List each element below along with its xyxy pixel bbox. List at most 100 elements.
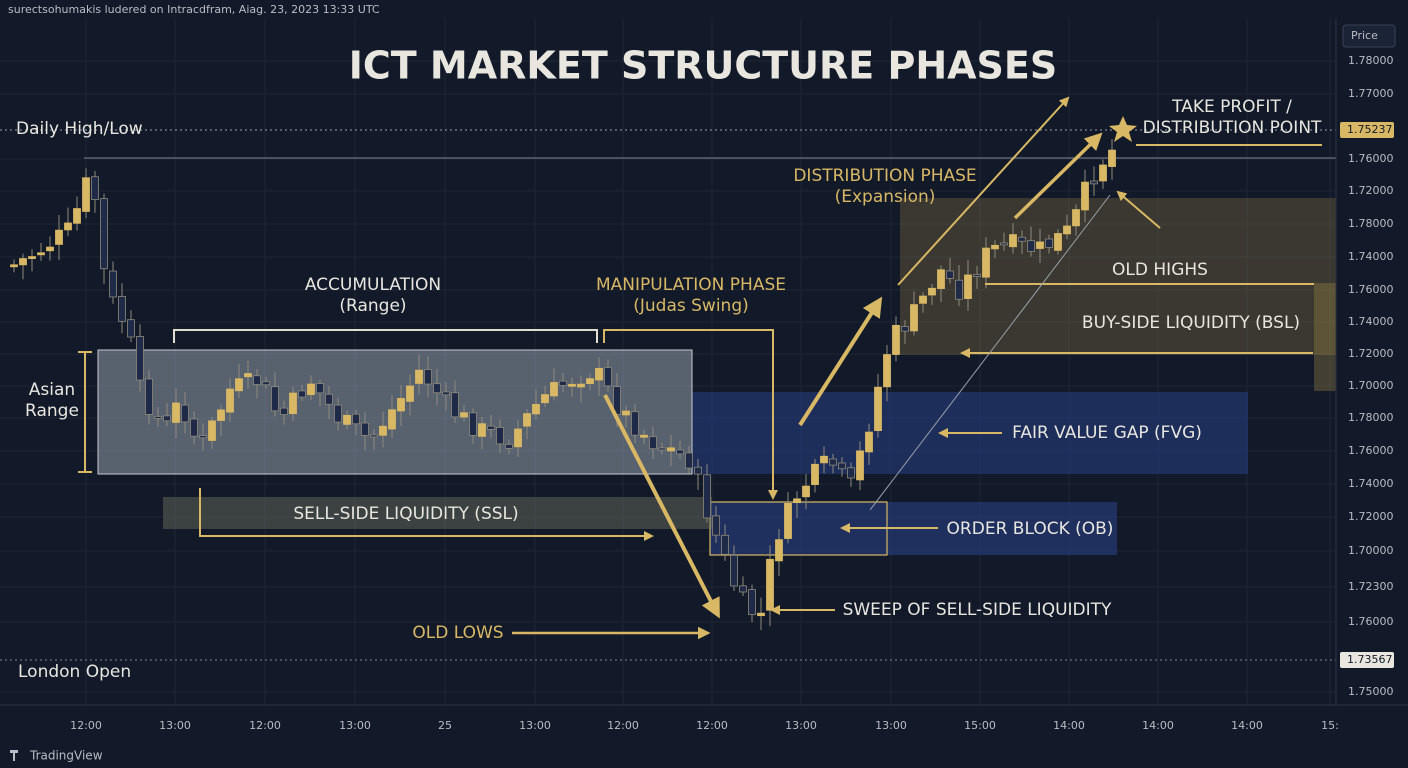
candle-body — [316, 383, 324, 394]
annotation-shapes — [78, 96, 1322, 640]
candle-body — [703, 474, 711, 519]
candle-body — [1108, 149, 1116, 167]
expansion-arrow-3 — [1013, 132, 1103, 220]
annotation: OLD LOWS — [412, 623, 503, 643]
candle-body — [811, 463, 819, 485]
candle-body — [928, 287, 936, 296]
candle-body — [145, 378, 153, 415]
candle-body — [964, 274, 972, 299]
candle-body — [604, 367, 612, 387]
price-button[interactable] — [1342, 24, 1396, 48]
annotation: ORDER BLOCK (OB) — [947, 519, 1114, 539]
old-highs-arrow — [1116, 190, 1161, 229]
annotation: TAKE PROFIT / — [1171, 97, 1292, 117]
candle-body — [532, 403, 540, 415]
annotation: Range — [25, 401, 79, 421]
candle-body — [739, 585, 747, 593]
candle-body — [982, 247, 990, 278]
candle-body — [496, 427, 504, 445]
annotation: (Range) — [339, 296, 406, 316]
candle-body — [1009, 234, 1017, 248]
candle-body — [379, 425, 387, 436]
time-tick-label: 14:00 — [1231, 719, 1263, 732]
candle-body — [244, 373, 252, 378]
time-tick-label: 12:00 — [249, 719, 281, 732]
star-icon — [1109, 116, 1137, 142]
candle-body — [523, 413, 531, 427]
candle-body — [64, 222, 72, 231]
annotation: SWEEP OF SELL-SIDE LIQUIDITY — [843, 600, 1112, 620]
candle-body — [55, 229, 63, 245]
candle-body — [82, 177, 90, 212]
candle-body — [397, 398, 405, 412]
price-tick-label: 1.74000 — [1348, 315, 1394, 328]
candle-body — [190, 418, 198, 437]
price-tick-label: 1.77000 — [1348, 87, 1394, 100]
candle-body — [208, 420, 216, 441]
candle-body — [991, 244, 999, 250]
candle-body — [73, 208, 81, 224]
candle-body — [217, 409, 225, 421]
candle-body — [262, 381, 270, 386]
price-tick-label: 1.78000 — [1348, 411, 1394, 424]
candle-body — [1027, 240, 1035, 252]
candle-body — [892, 324, 900, 355]
time-tick-label: 15:00 — [964, 719, 996, 732]
label: London Open — [18, 662, 131, 682]
price-tick-label: 1.76000 — [1348, 444, 1394, 457]
candle-body — [748, 589, 756, 616]
candle-body — [109, 270, 117, 298]
candle-body — [514, 428, 522, 448]
price-tick-label: 1.72000 — [1348, 347, 1394, 360]
candles — [10, 139, 1116, 631]
candle-body — [685, 452, 693, 469]
candle-body — [640, 434, 648, 438]
candle-body — [298, 390, 306, 398]
price-tick-label: 1.76000 — [1348, 283, 1394, 296]
annotation: ACCUMULATION — [305, 275, 441, 295]
time-tick-label: 14:00 — [1053, 719, 1085, 732]
candle-body — [1063, 225, 1071, 235]
candle-body — [325, 393, 333, 405]
annotation: DISTRIBUTION POINT — [1143, 118, 1322, 138]
candle-body — [676, 449, 684, 455]
price-marker-label: 1.73567 — [1347, 653, 1393, 666]
manipulation-bracket — [603, 329, 778, 500]
time-tick-label: 13:00 — [339, 719, 371, 732]
candle-body — [37, 252, 45, 256]
candle-body — [559, 380, 567, 386]
candle-body — [955, 279, 963, 300]
candle-body — [910, 304, 918, 332]
label: Daily High/Low — [16, 119, 143, 139]
time-tick-label: 13:00 — [875, 719, 907, 732]
candle-body — [1045, 238, 1053, 248]
price-label[interactable]: Price — [1351, 29, 1378, 42]
candle-body — [568, 383, 576, 387]
candle-body — [154, 416, 162, 419]
candle-body — [946, 270, 954, 279]
annotation: Asian — [29, 380, 75, 400]
annotation: SELL-SIDE LIQUIDITY (SSL) — [293, 504, 518, 524]
price-marker-label: 1.75237 — [1347, 123, 1393, 136]
candle-body — [487, 425, 495, 430]
brand: TradingView — [29, 749, 103, 763]
time-tick-label: 15: — [1321, 719, 1339, 732]
asian-range-marker — [78, 351, 92, 473]
candle-body — [1090, 180, 1098, 185]
candle-body — [424, 369, 432, 385]
candle-body — [1018, 236, 1026, 242]
brand-logo — [10, 750, 18, 761]
candle-body — [1081, 181, 1089, 211]
annotation: OLD HIGHS — [1112, 260, 1208, 280]
candle-body — [1099, 164, 1107, 182]
price-tick-label: 1.70000 — [1348, 544, 1394, 557]
price-tick-label: 1.72000 — [1348, 184, 1394, 197]
annotation: BUY-SIDE LIQUIDITY (BSL) — [1082, 313, 1300, 333]
candle-body — [1054, 233, 1062, 251]
trend-line — [869, 194, 1111, 511]
title: ICT MARKET STRUCTURE PHASES — [349, 44, 1058, 88]
candle-body — [766, 558, 774, 611]
price-marker — [1340, 122, 1394, 138]
candle-body — [820, 455, 828, 464]
